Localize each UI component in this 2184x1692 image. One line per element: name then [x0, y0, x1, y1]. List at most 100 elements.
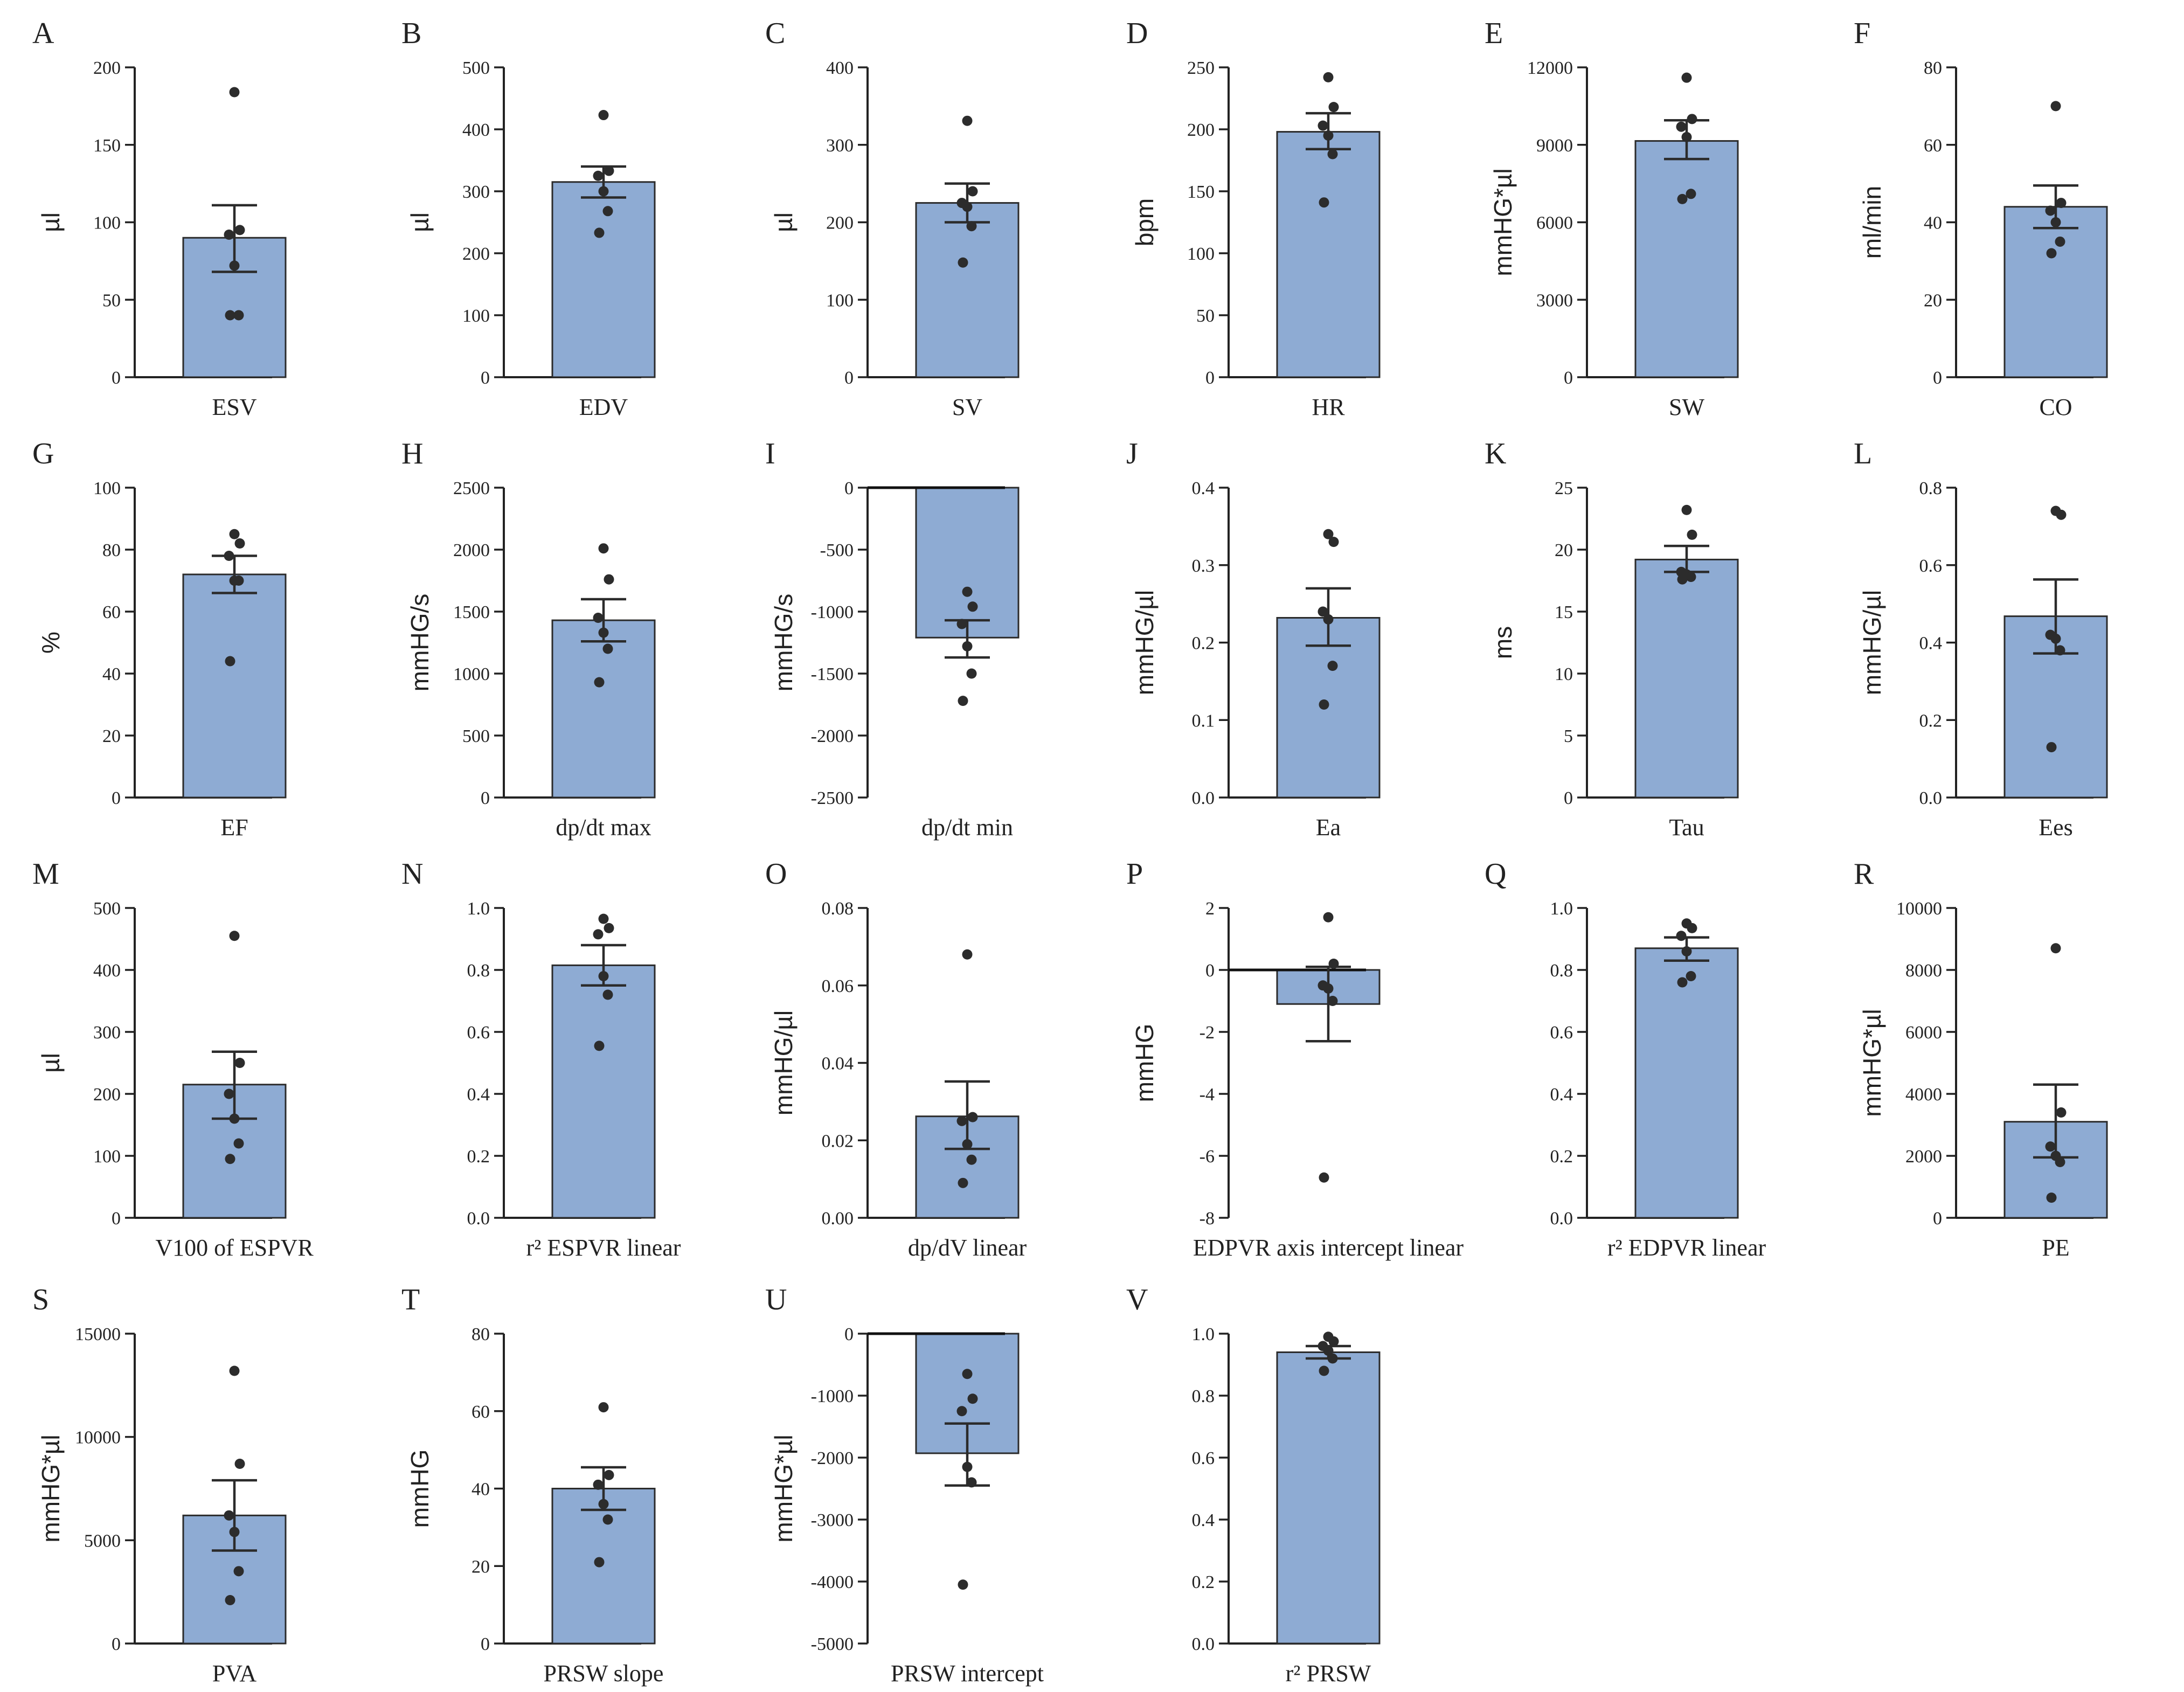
data-point [2055, 236, 2065, 247]
data-point [956, 1115, 967, 1126]
y-tick-label: 40 [472, 1480, 490, 1500]
y-tick-label: 5 [1564, 726, 1573, 746]
x-axis-label: ESV [212, 394, 256, 420]
y-tick-label: -2 [1200, 1023, 1215, 1043]
bar [2003, 206, 2108, 378]
y-tick-label: 0.2 [467, 1147, 490, 1167]
x-axis-label: Tau [1669, 814, 1704, 841]
data-point [233, 1138, 244, 1149]
y-tick-label: 0.1 [1192, 711, 1215, 731]
data-point [958, 696, 968, 706]
y-tick-label: 0.8 [1192, 1386, 1215, 1406]
data-point [229, 931, 240, 941]
data-point [225, 1595, 235, 1605]
data-point [962, 1139, 973, 1149]
y-tick-label: 500 [93, 899, 121, 919]
bar [551, 964, 656, 1219]
y-tick-label: 400 [462, 120, 490, 140]
data-point [1319, 1365, 1329, 1376]
data-point [2050, 943, 2061, 954]
y-tick-label: 500 [462, 58, 490, 78]
y-tick-label: 20 [1555, 540, 1573, 560]
data-point [598, 110, 609, 121]
data-point [1319, 197, 1329, 208]
chart-panel-g: G% 0 20 40 60 80 100 EF [32, 437, 287, 841]
bar [551, 181, 656, 378]
panel-letter: J [1126, 437, 1138, 470]
data-point [1327, 149, 1338, 160]
x-axis-label: Ea [1316, 814, 1341, 841]
data-point [229, 529, 240, 539]
y-tick-label: 0.06 [822, 976, 854, 996]
y-tick-label: 250 [1187, 58, 1215, 78]
data-point [1687, 114, 1697, 124]
y-tick-label: 0.4 [467, 1085, 490, 1105]
data-point [1677, 977, 1688, 988]
data-point [598, 971, 609, 981]
y-axis-label: µl [37, 212, 65, 232]
y-tick-label: 100 [1187, 244, 1215, 264]
panel-letter: R [1854, 857, 1874, 891]
y-tick-label: 1500 [453, 602, 490, 622]
x-axis-label: PVA [212, 1660, 257, 1687]
y-tick-label: 2000 [453, 540, 490, 560]
data-point [966, 668, 977, 679]
y-tick-label: 0.2 [1919, 711, 1943, 731]
bar [1634, 947, 1739, 1219]
y-tick-label: 1.0 [1550, 899, 1573, 919]
chart-panel-c: Cµl 0 100 200 300 400 SV [765, 17, 1020, 420]
data-point [225, 656, 235, 667]
data-point [956, 619, 967, 629]
y-tick-label: 100 [826, 290, 854, 310]
y-axis-label: mmHG/µl [1131, 590, 1159, 695]
panel-letter: E [1485, 17, 1503, 50]
bar [1276, 617, 1381, 799]
y-tick-label: 0 [481, 368, 490, 388]
y-tick-label: 0 [1205, 368, 1215, 388]
data-point [962, 1461, 973, 1472]
x-axis-label: r² PRSW [1286, 1660, 1371, 1687]
y-tick-label: 60 [102, 602, 121, 622]
y-tick-label: 100 [462, 306, 490, 326]
data-point [229, 1365, 240, 1376]
y-tick-label: -1500 [811, 664, 854, 684]
chart-panel-n: N 0.0 0.2 0.4 0.6 0.8 1.0 r² ESPVR linear [401, 857, 681, 1261]
y-tick-label: -6 [1200, 1147, 1215, 1167]
data-point [2045, 1141, 2056, 1152]
panel-letter: D [1126, 17, 1148, 50]
bar [182, 573, 287, 799]
data-point [604, 165, 614, 176]
data-point [1328, 537, 1339, 547]
chart-panel-k: Kms 0 5 10 15 20 25 Tau [1485, 437, 1739, 841]
data-point [966, 221, 977, 232]
y-tick-label: 200 [93, 1085, 121, 1105]
y-tick-label: -500 [820, 540, 854, 560]
data-point [598, 913, 609, 924]
data-point [598, 186, 609, 197]
panel-letter: B [401, 17, 421, 50]
y-axis-label: mmHG/µl [1858, 590, 1886, 695]
data-point [594, 227, 605, 238]
y-tick-label: 20 [1924, 290, 1942, 310]
y-tick-label: 2000 [1905, 1147, 1942, 1167]
data-point [598, 627, 609, 638]
data-point [1681, 504, 1692, 515]
y-tick-label: -4000 [811, 1572, 854, 1592]
data-point [958, 1177, 968, 1188]
data-point [1687, 529, 1697, 540]
y-tick-label: 80 [1924, 58, 1942, 78]
y-tick-label: 0 [1564, 788, 1573, 808]
y-axis-label: mmHG [1131, 1024, 1159, 1102]
y-tick-label: 8000 [1905, 961, 1942, 981]
data-point [594, 677, 605, 688]
x-axis-label: CO [2039, 394, 2072, 420]
x-axis-label: PE [2042, 1235, 2069, 1261]
data-point [593, 929, 604, 940]
